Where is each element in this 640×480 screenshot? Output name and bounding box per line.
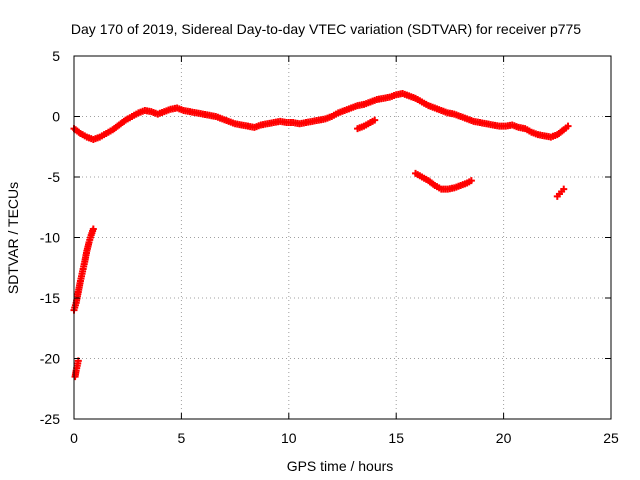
data-series	[553, 185, 568, 200]
y-tick-label: -15	[40, 290, 60, 306]
y-tick-label: -20	[40, 351, 60, 367]
data-points	[70, 90, 572, 381]
y-tick-label: 5	[52, 48, 60, 64]
data-series	[412, 169, 475, 193]
x-tick-label: 25	[603, 430, 619, 446]
x-tick-label: 20	[496, 430, 512, 446]
y-tick-label: -5	[48, 169, 61, 185]
y-tick-label: -25	[40, 411, 60, 427]
y-tick-label: 0	[52, 109, 60, 125]
data-series	[70, 90, 572, 143]
x-tick-label: 10	[281, 430, 297, 446]
x-tick-label: 0	[70, 430, 78, 446]
y-axis-label: SDTVAR / TECUs	[5, 182, 21, 294]
chart-title: Day 170 of 2019, Sidereal Day-to-day VTE…	[71, 21, 581, 37]
data-series	[354, 116, 379, 133]
x-axis-label: GPS time / hours	[287, 458, 394, 474]
data-point	[564, 122, 572, 130]
ticks: 0 5 10 15 20 25 -25 -20 -15 -10 -5 0 5	[40, 48, 619, 446]
data-point	[467, 177, 475, 185]
data-series	[70, 225, 97, 314]
data-point	[560, 185, 568, 193]
data-point	[371, 116, 379, 124]
x-tick-label: 5	[178, 430, 186, 446]
data-point	[89, 225, 97, 233]
y-tick-label: -10	[40, 230, 60, 246]
grid	[74, 56, 611, 419]
x-tick-label: 15	[388, 430, 404, 446]
